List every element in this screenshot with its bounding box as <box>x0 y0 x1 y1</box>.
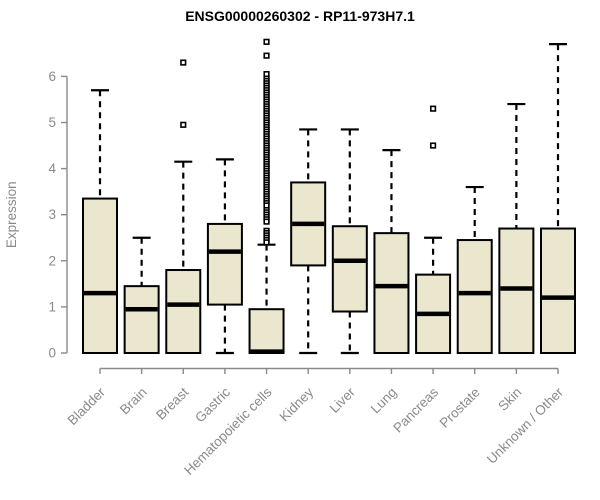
x-category-label: Unknown / Other <box>484 384 567 467</box>
y-tick-label: 0 <box>48 346 56 361</box>
x-category-label: Skin <box>495 385 524 414</box>
box-liver <box>331 225 368 313</box>
x-category-label: Breast <box>153 384 191 422</box>
outlier-point-hematopoietic-cells <box>263 38 270 45</box>
box-prostate <box>456 239 493 354</box>
box-skin <box>498 227 535 354</box>
outlier-point-pancreas <box>429 105 437 112</box>
x-category-label: Liver <box>327 384 359 416</box>
x-category-label: Brain <box>117 385 150 418</box>
x-category-label: Gastric <box>192 384 233 425</box>
outlier-point-breast <box>180 59 187 66</box>
outlier-point-breast <box>180 121 187 128</box>
y-tick-label: 1 <box>48 299 56 314</box>
outlier-point-hematopoietic-cells <box>263 218 270 225</box>
box-bladder <box>82 197 118 354</box>
x-category-label: Kidney <box>277 384 317 424</box>
x-category-label: Bladder <box>65 384 109 428</box>
y-tick-label: 3 <box>48 207 56 222</box>
box-unknown-other <box>539 227 576 354</box>
box-gastric <box>206 222 243 306</box>
x-category-label: Pancreas <box>390 384 441 435</box>
box-hematopoietic-cells <box>248 308 285 354</box>
y-axis-title: Expression <box>4 181 19 248</box>
y-tick-label: 6 <box>48 69 56 84</box>
chart-title: ENSG00000260302 - RP11-973H7.1 <box>185 8 415 24</box>
y-tick-label: 2 <box>48 253 56 268</box>
outlier-point-hematopoietic-cells <box>263 239 270 246</box>
outlier-point-pancreas <box>429 142 437 149</box>
box-brain <box>123 285 160 354</box>
box-lung <box>373 232 410 354</box>
box-breast <box>165 269 202 354</box>
x-category-label: Prostate <box>437 385 483 431</box>
x-category-label: Lung <box>368 385 400 417</box>
outlier-point-hematopoietic-cells <box>263 52 270 59</box>
y-tick-label: 5 <box>48 115 56 130</box>
y-tick-label: 4 <box>48 161 56 176</box>
